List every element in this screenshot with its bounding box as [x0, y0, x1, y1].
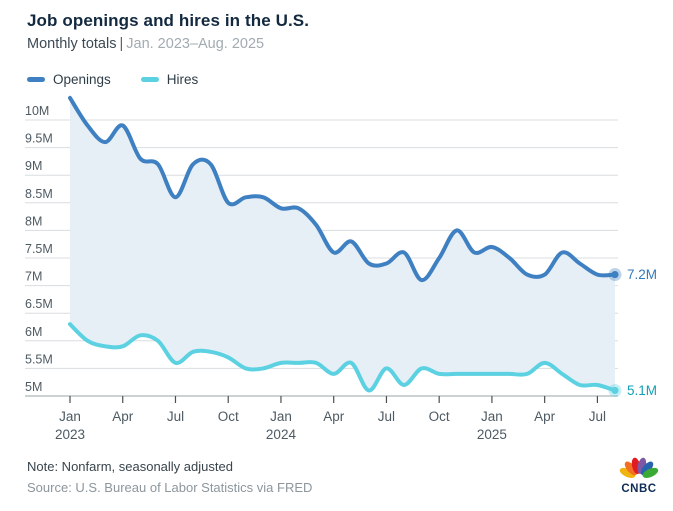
svg-text:9.5M: 9.5M: [25, 132, 53, 146]
chart-note: Note: Nonfarm, seasonally adjusted: [27, 459, 233, 474]
svg-text:9M: 9M: [25, 159, 42, 173]
svg-text:Apr: Apr: [323, 409, 345, 424]
svg-text:Oct: Oct: [218, 409, 239, 424]
subtitle-separator: |: [119, 36, 124, 52]
svg-text:8M: 8M: [25, 214, 42, 228]
svg-text:2023: 2023: [55, 427, 85, 442]
chart-subtitle: Monthly totals | Jan. 2023–Aug. 2025: [27, 36, 264, 52]
svg-text:Oct: Oct: [429, 409, 450, 424]
chart-legend: Openings Hires: [27, 72, 198, 87]
legend-label: Hires: [166, 72, 199, 87]
svg-text:5.5M: 5.5M: [25, 352, 53, 366]
svg-text:5M: 5M: [25, 380, 42, 394]
cnbc-logo: CNBC: [614, 453, 664, 500]
svg-text:6M: 6M: [25, 325, 42, 339]
svg-text:7.2M: 7.2M: [627, 267, 657, 282]
svg-text:Jul: Jul: [378, 409, 395, 424]
svg-text:2024: 2024: [266, 427, 297, 442]
svg-text:10M: 10M: [25, 104, 49, 118]
svg-text:Jan: Jan: [59, 409, 81, 424]
openings-line-swatch: [27, 77, 45, 82]
svg-text:5.1M: 5.1M: [627, 383, 657, 398]
svg-text:2025: 2025: [477, 427, 507, 442]
svg-text:Jul: Jul: [589, 409, 606, 424]
hires-line-swatch: [140, 77, 159, 82]
chart-title: Job openings and hires in the U.S.: [27, 11, 310, 30]
svg-text:Jan: Jan: [270, 409, 292, 424]
svg-text:8.5M: 8.5M: [25, 187, 53, 201]
svg-text:Apr: Apr: [534, 409, 556, 424]
subtitle-description: Monthly totals: [27, 36, 117, 52]
svg-text:7M: 7M: [25, 270, 42, 284]
svg-text:6.5M: 6.5M: [25, 297, 53, 311]
legend-item-hires: Hires: [140, 72, 199, 87]
subtitle-date-range: Jan. 2023–Aug. 2025: [126, 36, 265, 52]
chart-source: Source: U.S. Bureau of Labor Statistics …: [27, 480, 313, 495]
svg-text:Jul: Jul: [167, 409, 184, 424]
legend-item-openings: Openings: [27, 72, 111, 87]
svg-text:7.5M: 7.5M: [25, 242, 53, 256]
cnbc-peacock-icon: CNBC: [619, 457, 659, 495]
svg-text:CNBC: CNBC: [621, 483, 656, 495]
svg-text:Jan: Jan: [481, 409, 503, 424]
svg-text:Apr: Apr: [112, 409, 134, 424]
legend-label: Openings: [53, 72, 111, 87]
